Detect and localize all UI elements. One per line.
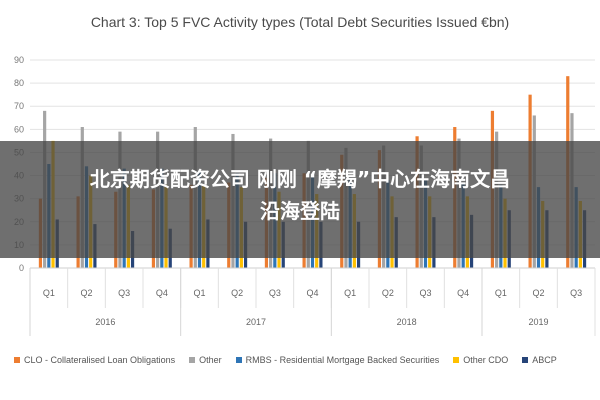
- legend-label: CLO - Collateralised Loan Obligations: [24, 355, 176, 365]
- chart-legend: CLO - Collateralised Loan Obligations Oth…: [14, 352, 594, 368]
- legend-item: ABCP: [522, 355, 557, 365]
- year-label: 2019: [528, 317, 548, 327]
- x-tick-label: Q2: [532, 288, 544, 298]
- x-tick-label: Q2: [231, 288, 243, 298]
- news-overlay-band: [0, 141, 600, 258]
- y-tick-label: 0: [19, 263, 24, 273]
- x-tick-label: Q3: [570, 288, 582, 298]
- y-tick-label: 60: [14, 124, 24, 134]
- headline-line-1: 北京期货配资公司 刚刚 “摩羯”中心在海南文昌: [89, 167, 511, 191]
- legend-item: Other: [189, 355, 222, 365]
- y-tick-label: 90: [14, 55, 24, 65]
- x-tick-label: Q3: [118, 288, 130, 298]
- legend-swatch: [453, 357, 460, 363]
- legend-swatch: [189, 357, 196, 363]
- x-tick-label: Q1: [495, 288, 507, 298]
- x-tick-label: Q3: [419, 288, 431, 298]
- legend-swatch: [235, 357, 242, 363]
- x-tick-label: Q4: [156, 288, 168, 298]
- x-tick-label: Q1: [344, 288, 356, 298]
- legend-label: Other CDO: [463, 355, 509, 365]
- legend-item: CLO - Collateralised Loan Obligations: [14, 355, 175, 365]
- legend-item: RMBS - Residential Mortgage Backed Secur…: [235, 355, 440, 365]
- x-tick-label: Q3: [269, 288, 281, 298]
- x-tick-label: Q1: [43, 288, 55, 298]
- x-tick-label: Q4: [457, 288, 469, 298]
- legend-label: RMBS - Residential Mortgage Backed Secur…: [245, 355, 440, 365]
- legend-swatch: [14, 357, 20, 363]
- headline-line-2: 沿海登陆: [260, 199, 340, 223]
- chart-title: Chart 3: Top 5 FVC Activity types (Total…: [90, 14, 510, 30]
- x-tick-label: Q1: [193, 288, 205, 298]
- legend-label: ABCP: [532, 355, 557, 365]
- x-tick-label: Q2: [382, 288, 394, 298]
- year-label: 2018: [397, 317, 417, 327]
- x-tick-label: Q2: [80, 288, 92, 298]
- legend-item: Other CDO: [453, 355, 508, 365]
- legend-label: Other: [199, 355, 222, 365]
- y-tick-label: 80: [14, 78, 24, 88]
- year-label: 2016: [95, 317, 115, 327]
- x-axis: Q1 Q2 Q3 Q4 Q1 Q2 Q3 Q4 Q1 Q2 Q3 Q4 Q1 Q2 Q3 2016 2017 20…: [29, 267, 596, 336]
- y-tick-label: 70: [14, 101, 24, 111]
- news-overlay-headline[interactable]: 北京期货配资公司 刚刚 “摩羯”中心在海南文昌 沿海登陆: [20, 163, 580, 227]
- x-tick-label: Q4: [306, 288, 318, 298]
- legend-swatch: [522, 357, 529, 363]
- year-label: 2017: [246, 317, 266, 327]
